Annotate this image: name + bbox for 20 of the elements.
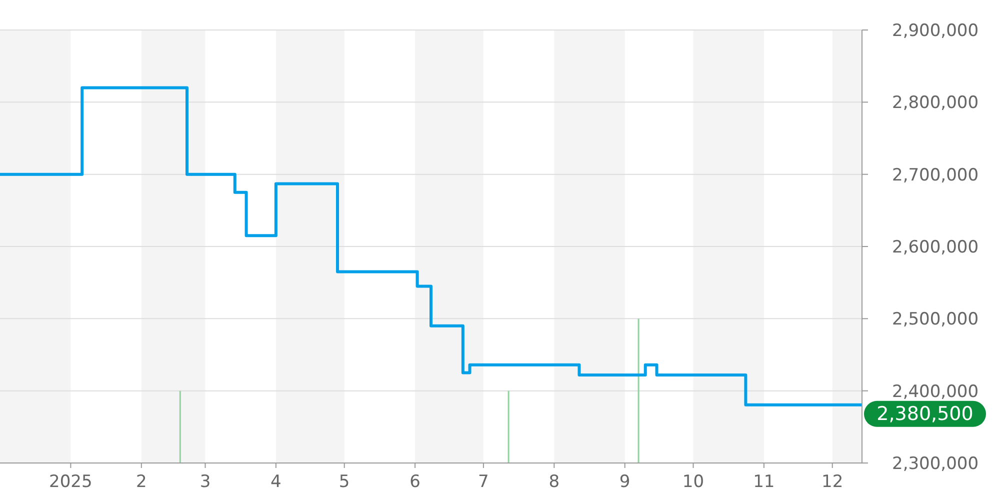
- y-tick-label: 2,700,000: [892, 165, 979, 186]
- x-tick-label: 2025: [49, 472, 92, 492]
- x-tick-label: 10: [682, 472, 704, 492]
- y-tick-label: 2,400,000: [892, 382, 979, 402]
- x-tick-label: 11: [753, 472, 775, 492]
- x-tick-label: 7: [478, 472, 489, 492]
- y-tick-label: 2,300,000: [892, 454, 979, 474]
- x-tick-label: 8: [548, 472, 560, 492]
- x-tick-label: 3: [200, 472, 211, 492]
- y-tick-label: 2,600,000: [892, 238, 979, 258]
- x-tick-label: 9: [619, 472, 630, 492]
- x-tick-label: 5: [338, 472, 350, 492]
- x-tick-label: 12: [822, 472, 844, 492]
- x-tick-label: 4: [270, 472, 282, 492]
- x-tick-label: 6: [410, 472, 420, 492]
- y-tick-label: 2,500,000: [892, 310, 979, 330]
- y-tick-label: 2,800,000: [892, 93, 979, 114]
- x-tick-label: 2: [136, 472, 147, 492]
- y-tick-label: 2,900,000: [892, 21, 979, 41]
- text: 2,380,500: [876, 402, 974, 425]
